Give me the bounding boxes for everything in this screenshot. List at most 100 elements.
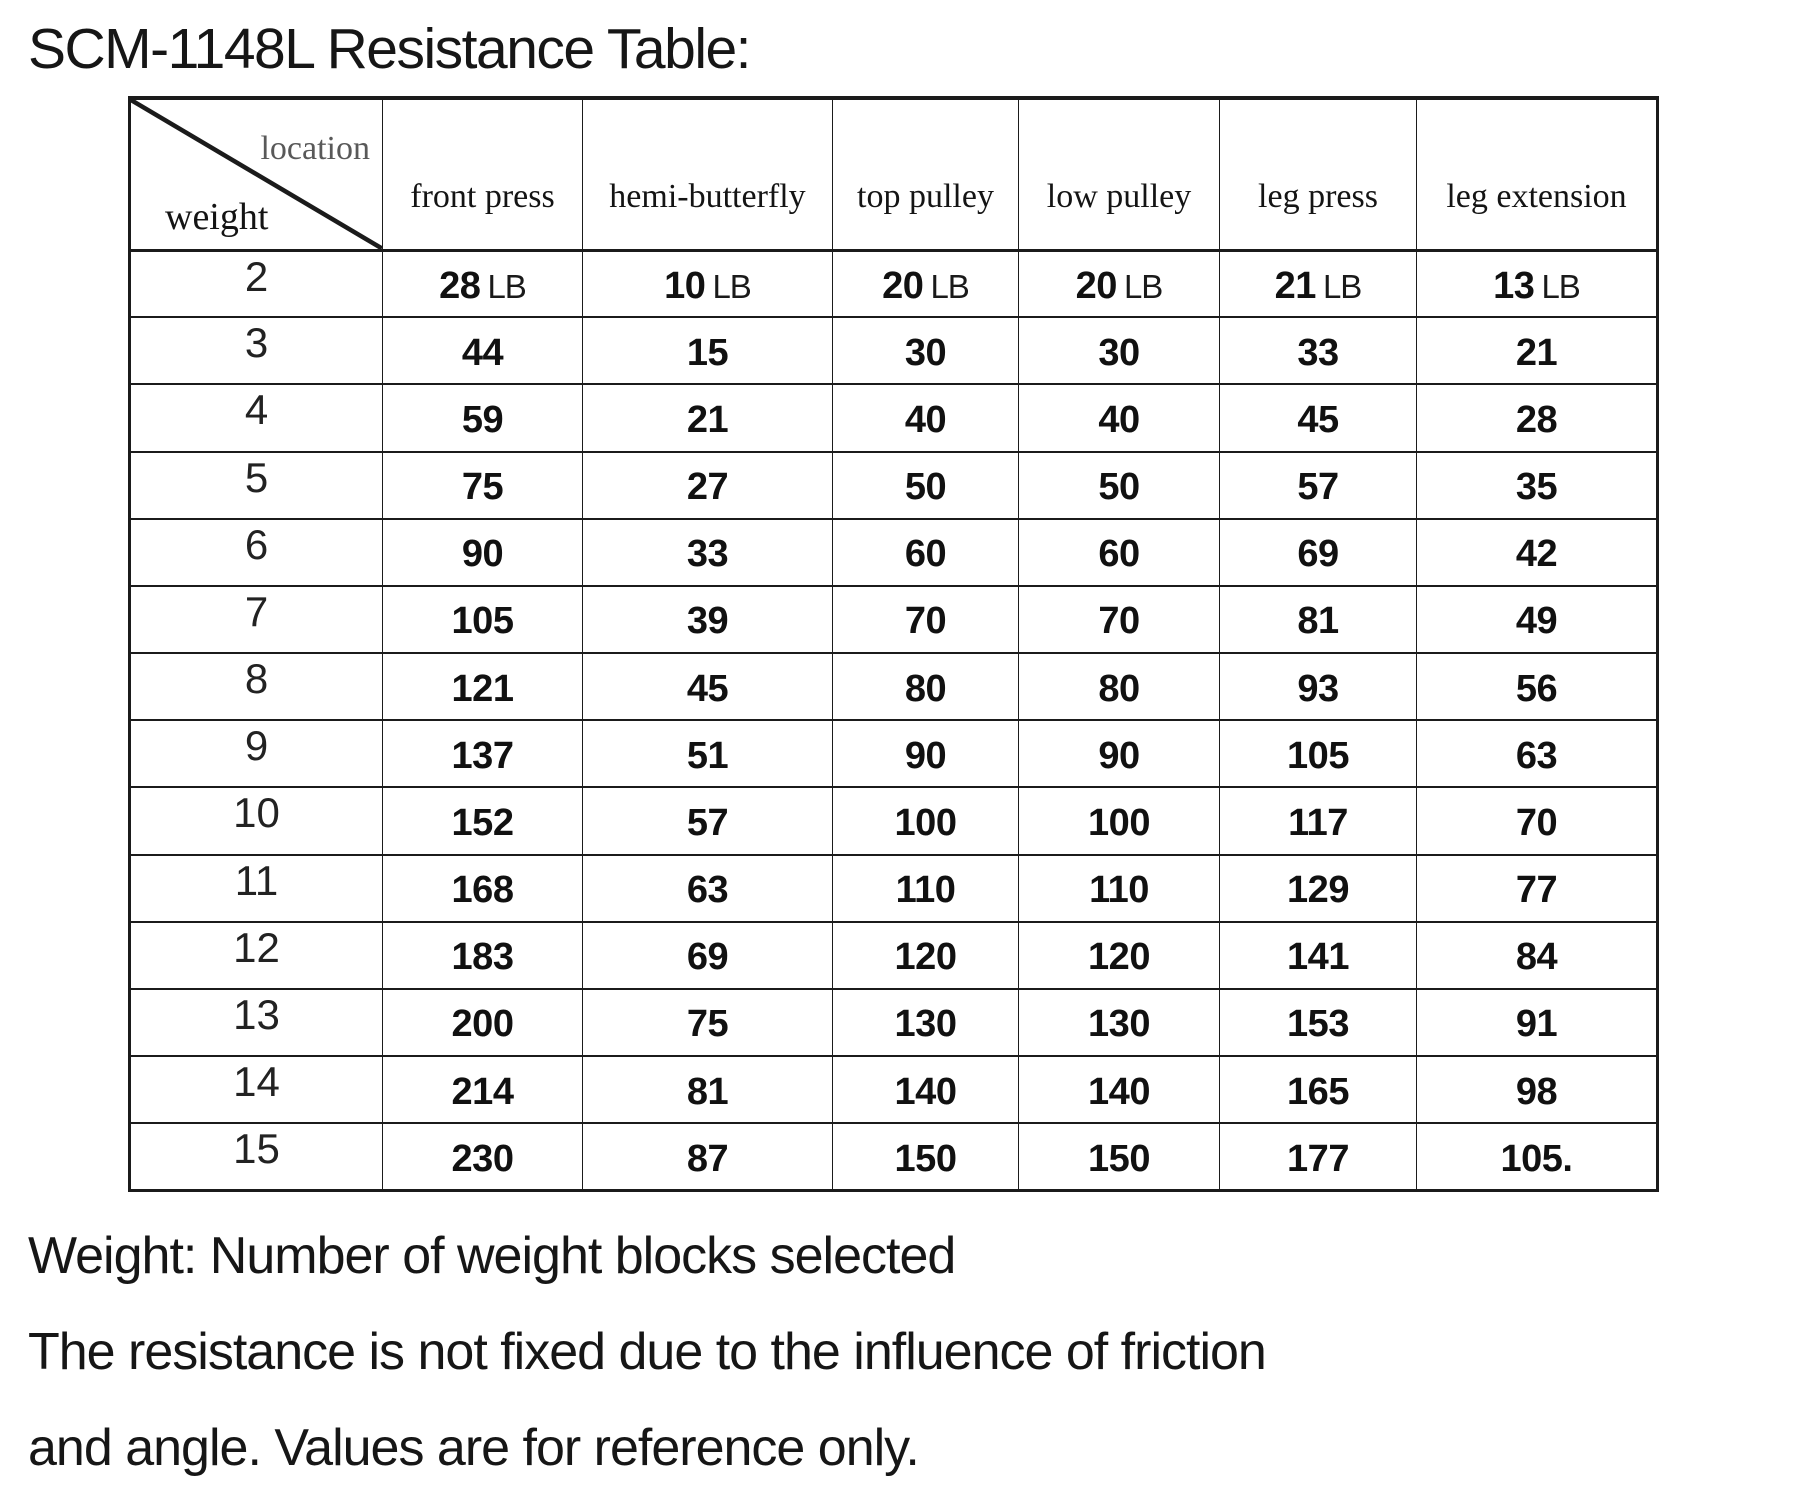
value-number: 81 bbox=[1297, 600, 1339, 643]
value-number: 110 bbox=[1089, 869, 1149, 912]
value-number: 63 bbox=[686, 869, 729, 912]
value-cell: 57 bbox=[1219, 450, 1417, 520]
table-row-weight-9: 9 137 51 90 90 105 63 bbox=[129, 719, 1658, 789]
value-number: 100 bbox=[1088, 801, 1150, 844]
resistance-table: location weight front press hemi-butterfl… bbox=[128, 96, 1659, 1192]
value-number: 80 bbox=[904, 667, 947, 710]
value-cell: 35 bbox=[1416, 450, 1658, 520]
column-header-front-press: front press bbox=[382, 97, 583, 252]
value-number: 10 bbox=[664, 264, 706, 307]
corner-cell: location weight bbox=[129, 97, 383, 252]
value-cell: 28 bbox=[1416, 383, 1658, 453]
weight-cell: 15 bbox=[129, 1122, 383, 1192]
value-cell: 21 LB bbox=[1219, 248, 1417, 319]
value-cell: 93 bbox=[1219, 652, 1417, 722]
value-cell: 75 bbox=[382, 450, 583, 520]
value-number: 28 bbox=[1515, 398, 1558, 441]
value-number: 60 bbox=[1098, 533, 1140, 576]
weight-cell: 3 bbox=[129, 316, 383, 386]
value-cell: 28 LB bbox=[382, 248, 583, 319]
corner-label-location: location bbox=[260, 130, 370, 167]
value-cell: 100 bbox=[1018, 786, 1220, 856]
value-number: 110 bbox=[895, 869, 956, 912]
value-cell: 60 bbox=[1018, 517, 1220, 587]
value-cell: 45 bbox=[582, 652, 833, 722]
value-cell: 50 bbox=[1018, 450, 1220, 520]
value-cell: 77 bbox=[1416, 853, 1658, 923]
value-cell: 84 bbox=[1416, 920, 1658, 990]
value-number: 120 bbox=[1088, 936, 1150, 979]
value-cell: 60 bbox=[832, 517, 1019, 587]
value-cell: 230 bbox=[382, 1122, 583, 1192]
value-number: 80 bbox=[1098, 667, 1140, 710]
value-cell: 42 bbox=[1416, 517, 1658, 587]
value-number: 90 bbox=[1098, 734, 1140, 777]
value-cell: 141 bbox=[1219, 920, 1417, 990]
corner-label-weight: weight bbox=[165, 195, 269, 238]
table-row-weight-14: 14 214 81 140 140 165 98 bbox=[129, 1055, 1658, 1125]
value-cell: 120 bbox=[1018, 920, 1220, 990]
value-cell: 150 bbox=[832, 1122, 1019, 1192]
value-number: 30 bbox=[1098, 331, 1140, 374]
value-number: 42 bbox=[1515, 533, 1558, 576]
value-number: 105. bbox=[1500, 1137, 1573, 1180]
unit-label: LB bbox=[1123, 267, 1163, 305]
footnote-disclaimer-line1: The resistance is not fixed due to the i… bbox=[28, 1323, 1267, 1381]
value-number: 63 bbox=[1515, 734, 1558, 777]
table-row-weight-15: 15 230 87 150 150 177 105. bbox=[129, 1122, 1658, 1192]
value-cell: 130 bbox=[832, 987, 1019, 1058]
value-cell: 15 bbox=[582, 316, 833, 386]
table-row-weight-4: 4 59 21 40 40 45 28 bbox=[129, 383, 1658, 453]
value-number: 93 bbox=[1297, 667, 1339, 710]
unit-label: LB bbox=[930, 267, 969, 305]
value-cell: 120 bbox=[832, 920, 1019, 990]
value-cell: 33 bbox=[582, 517, 833, 587]
value-number: 137 bbox=[451, 734, 514, 777]
value-cell: 44 bbox=[382, 316, 583, 386]
value-number: 57 bbox=[686, 801, 729, 844]
value-number: 27 bbox=[686, 466, 729, 509]
value-cell: 110 bbox=[1018, 853, 1220, 923]
value-cell: 51 bbox=[582, 719, 833, 789]
value-number: 100 bbox=[894, 801, 957, 844]
value-cell: 140 bbox=[1018, 1055, 1220, 1125]
value-cell: 90 bbox=[382, 517, 583, 587]
table-row-weight-3: 3 44 15 30 30 33 21 bbox=[129, 316, 1658, 386]
value-cell: 105 bbox=[382, 584, 583, 655]
value-cell: 130 bbox=[1018, 987, 1220, 1058]
value-cell: 140 bbox=[832, 1055, 1019, 1125]
value-cell: 21 bbox=[582, 383, 833, 453]
table-row-weight-2: 2 28 LB 10 LB 20 LB 20 LB 21 LB 13 LB bbox=[129, 248, 1658, 319]
value-cell: 75 bbox=[582, 987, 833, 1058]
value-number: 75 bbox=[461, 466, 504, 509]
value-number: 69 bbox=[686, 936, 729, 979]
value-number: 130 bbox=[894, 1003, 957, 1046]
table-row-weight-13: 13 200 75 130 130 153 91 bbox=[129, 987, 1658, 1058]
value-cell: 20 LB bbox=[1018, 248, 1220, 319]
value-number: 33 bbox=[1297, 331, 1339, 374]
column-header-low-pulley: low pulley bbox=[1018, 97, 1220, 252]
value-cell: 59 bbox=[382, 383, 583, 453]
value-number: 141 bbox=[1287, 936, 1349, 979]
value-cell: 70 bbox=[832, 584, 1019, 655]
value-cell: 81 bbox=[582, 1055, 833, 1125]
value-cell: 63 bbox=[582, 853, 833, 923]
value-number: 49 bbox=[1515, 600, 1558, 643]
value-number: 165 bbox=[1287, 1070, 1349, 1113]
weight-cell: 4 bbox=[129, 383, 383, 453]
value-number: 20 bbox=[1075, 264, 1118, 307]
value-cell: 105 bbox=[1219, 719, 1417, 789]
value-number: 75 bbox=[686, 1003, 729, 1046]
value-number: 77 bbox=[1515, 869, 1558, 912]
value-number: 70 bbox=[1098, 600, 1140, 643]
unit-label: LB bbox=[487, 267, 526, 305]
value-cell: 69 bbox=[582, 920, 833, 990]
value-number: 121 bbox=[451, 667, 514, 710]
value-cell: 70 bbox=[1018, 584, 1220, 655]
value-number: 51 bbox=[686, 734, 729, 777]
value-number: 130 bbox=[1088, 1003, 1150, 1046]
table-row-weight-10: 10 152 57 100 100 117 70 bbox=[129, 786, 1658, 856]
value-number: 84 bbox=[1515, 936, 1558, 979]
value-cell: 56 bbox=[1416, 652, 1658, 722]
value-number: 50 bbox=[1098, 466, 1140, 509]
